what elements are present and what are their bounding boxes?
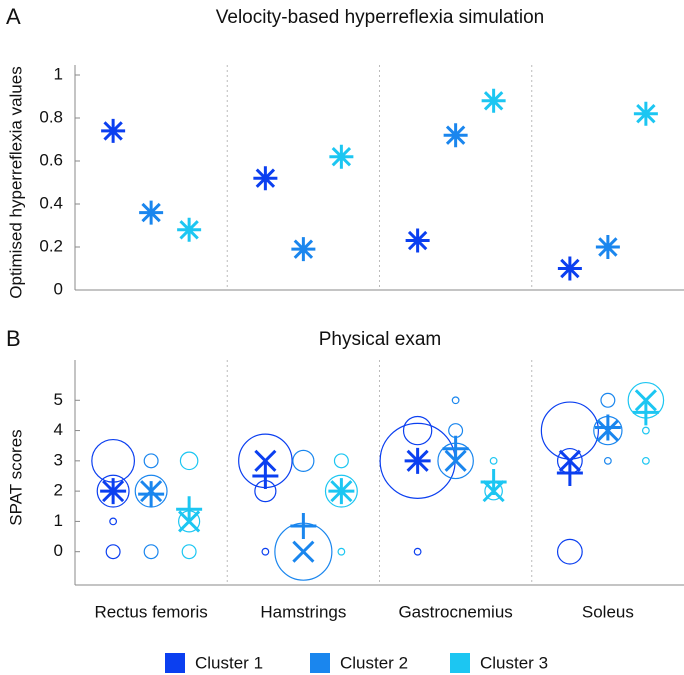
asterisk-marker [481,88,506,113]
y-tick-label: 2 [54,481,63,500]
asterisk-marker [595,235,620,259]
asterisk-marker [557,256,582,281]
mean-marker [290,512,317,539]
mean-marker [252,462,279,489]
y-tick-label: 0.4 [39,193,63,212]
bubble [333,453,349,469]
y-tick-label: 1 [54,64,63,83]
median-marker [596,419,619,442]
y-tick-label: 4 [54,420,63,439]
median-marker [254,449,277,472]
bubble [105,544,121,560]
median-marker [406,449,429,472]
bubble [179,451,199,471]
x-tick-label: Hamstrings [260,602,346,621]
y-axis-label: SPAT scores [6,429,25,525]
legend-swatch [450,653,470,673]
bubble [96,474,130,508]
mean-marker [632,399,659,426]
y-tick-label: 3 [54,450,63,469]
bubble [489,456,498,465]
median-marker [634,389,657,412]
y-tick-label: 0.6 [39,150,63,169]
panel-label: B [6,326,21,351]
mean-marker [176,496,203,523]
median-marker [102,480,125,503]
asterisk-marker [139,200,164,225]
chart-title: Velocity-based hyperreflexia simulation [216,7,544,28]
panel-label: A [6,4,21,29]
median-marker [330,480,353,503]
legend-label: Cluster 1 [195,653,263,672]
bubble [641,426,650,435]
asterisk-marker [253,166,278,191]
bubble [181,544,197,560]
bubble [109,517,118,526]
bubble [324,474,358,508]
asterisk-marker [633,101,658,126]
y-tick-label: 0 [54,541,63,560]
chart-title: Physical exam [319,329,442,350]
bubble [451,396,460,405]
bubble [337,547,346,556]
mean-marker [138,481,165,508]
bubble [143,544,159,560]
bubble [413,547,422,556]
bubble [292,449,315,472]
legend-swatch [310,653,330,673]
y-axis-label: Optimised hyperreflexia values [6,66,25,298]
median-marker [444,449,467,472]
asterisk-marker [405,228,430,253]
bubble [448,423,464,439]
bubble [540,401,599,460]
legend-label: Cluster 2 [340,653,408,672]
bubble [641,456,650,465]
mean-marker [442,435,469,462]
bubble [556,538,583,565]
asterisk-marker [329,144,354,169]
median-marker [178,510,201,533]
x-tick-label: Gastrocnemius [398,602,512,621]
x-tick-label: Rectus femoris [94,602,207,621]
median-marker [558,449,581,472]
legend-swatch [165,653,185,673]
y-tick-label: 0 [54,279,63,298]
y-tick-label: 0.2 [39,236,63,255]
mean-marker [556,459,583,486]
y-tick-label: 1 [54,511,63,530]
bubble [600,392,616,408]
asterisk-marker [177,217,202,242]
asterisk-marker [291,237,316,262]
bubble [143,453,159,469]
median-marker [292,540,315,563]
y-tick-label: 0.8 [39,107,63,126]
mean-marker [594,414,621,441]
bubble [603,456,612,465]
y-tick-label: 5 [54,390,63,409]
bubble [261,547,270,556]
median-marker [140,480,163,503]
x-tick-label: Soleus [582,602,634,621]
asterisk-marker [443,123,468,148]
legend-label: Cluster 3 [480,653,548,672]
bubble [402,415,433,446]
median-marker [482,480,505,503]
asterisk-marker [101,118,126,143]
